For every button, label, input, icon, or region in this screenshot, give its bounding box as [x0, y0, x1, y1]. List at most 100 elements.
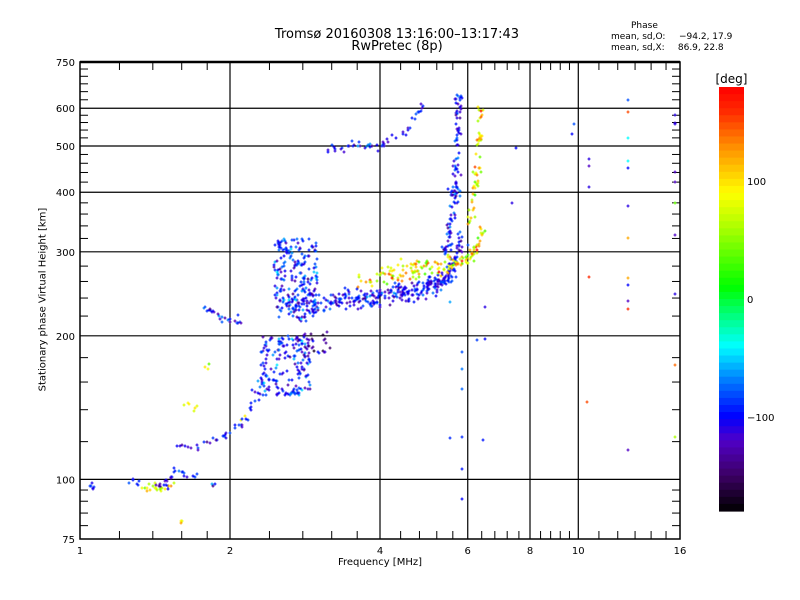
data-point: [386, 265, 390, 269]
data-point: [297, 391, 301, 395]
data-point: [292, 310, 296, 314]
data-point: [277, 337, 281, 341]
data-point: [283, 239, 287, 243]
data-point: [431, 291, 435, 295]
data-point: [458, 257, 462, 261]
colorbar-label: [deg]: [716, 72, 748, 86]
data-point: [475, 248, 479, 252]
data-point: [249, 401, 253, 405]
data-point: [147, 482, 151, 486]
data-point: [414, 277, 418, 281]
data-point: [403, 287, 407, 291]
data-point: [626, 166, 630, 170]
data-point: [466, 215, 470, 219]
data-point: [460, 367, 464, 371]
data-point: [253, 390, 257, 394]
data-point: [406, 128, 410, 132]
data-point: [305, 308, 309, 312]
data-point: [282, 298, 286, 302]
data-point: [348, 304, 352, 308]
colorbar-segment: [719, 263, 744, 272]
data-point: [306, 280, 310, 284]
data-point: [466, 222, 470, 226]
colorbar-segment: [719, 221, 744, 229]
data-point: [434, 294, 438, 298]
data-point: [148, 488, 152, 492]
data-point: [178, 444, 182, 448]
data-point: [258, 392, 262, 396]
data-point: [297, 348, 301, 352]
data-point: [307, 267, 311, 271]
data-point: [287, 298, 291, 302]
data-point: [291, 258, 295, 262]
data-point: [305, 301, 309, 305]
data-point: [185, 475, 189, 479]
colorbar-segment: [719, 207, 744, 215]
data-point: [287, 378, 291, 382]
data-point: [300, 339, 304, 343]
colorbar-segment: [719, 440, 744, 448]
data-point: [284, 302, 288, 306]
data-point: [299, 347, 303, 351]
data-point: [453, 189, 457, 193]
data-point: [295, 349, 299, 353]
data-point: [172, 470, 176, 474]
data-point: [453, 216, 457, 220]
data-point: [213, 482, 217, 486]
colorbar-segment: [719, 164, 744, 173]
data-point: [233, 426, 237, 430]
data-point: [478, 225, 482, 229]
data-point: [366, 143, 370, 147]
data-point: [460, 235, 464, 239]
data-point: [439, 288, 443, 292]
data-point: [289, 254, 293, 258]
data-point: [292, 266, 296, 270]
data-point: [295, 287, 299, 291]
data-point: [281, 296, 285, 300]
data-point: [446, 226, 450, 230]
data-point: [476, 142, 480, 146]
data-point: [477, 108, 481, 112]
data-point: [464, 255, 468, 259]
colorbar-segment: [719, 313, 744, 321]
data-point: [453, 213, 457, 217]
data-point: [280, 284, 284, 288]
data-point: [286, 383, 290, 387]
data-point: [340, 301, 344, 305]
data-point: [303, 274, 307, 278]
y-tick-label: 400: [56, 188, 75, 199]
data-point: [626, 276, 630, 280]
data-point: [420, 266, 424, 270]
data-point: [420, 106, 424, 110]
data-point: [673, 233, 677, 237]
data-point: [449, 248, 453, 252]
data-point: [407, 289, 411, 293]
data-point: [472, 184, 476, 188]
data-point: [280, 306, 284, 310]
data-point: [193, 475, 197, 479]
data-point: [205, 440, 209, 444]
data-point: [315, 281, 319, 285]
data-point: [294, 308, 298, 312]
data-point: [300, 365, 304, 369]
data-point: [220, 320, 224, 324]
data-point: [298, 338, 302, 342]
data-point: [290, 238, 294, 242]
data-point: [474, 171, 478, 175]
data-point: [307, 237, 311, 241]
data-point: [416, 110, 420, 114]
phase-stats-o-label: mean, sd,O:: [611, 32, 666, 42]
data-point: [314, 244, 318, 248]
chart-subtitle: RwPretec (8p): [351, 39, 443, 54]
data-point: [294, 298, 298, 302]
data-point: [443, 250, 447, 254]
data-point: [300, 302, 304, 306]
data-point: [302, 280, 306, 284]
data-point: [448, 204, 452, 208]
data-point: [304, 296, 308, 300]
data-point: [347, 296, 351, 300]
data-point: [303, 345, 307, 349]
data-point: [286, 301, 290, 305]
data-point: [333, 149, 337, 153]
data-point: [306, 341, 310, 345]
